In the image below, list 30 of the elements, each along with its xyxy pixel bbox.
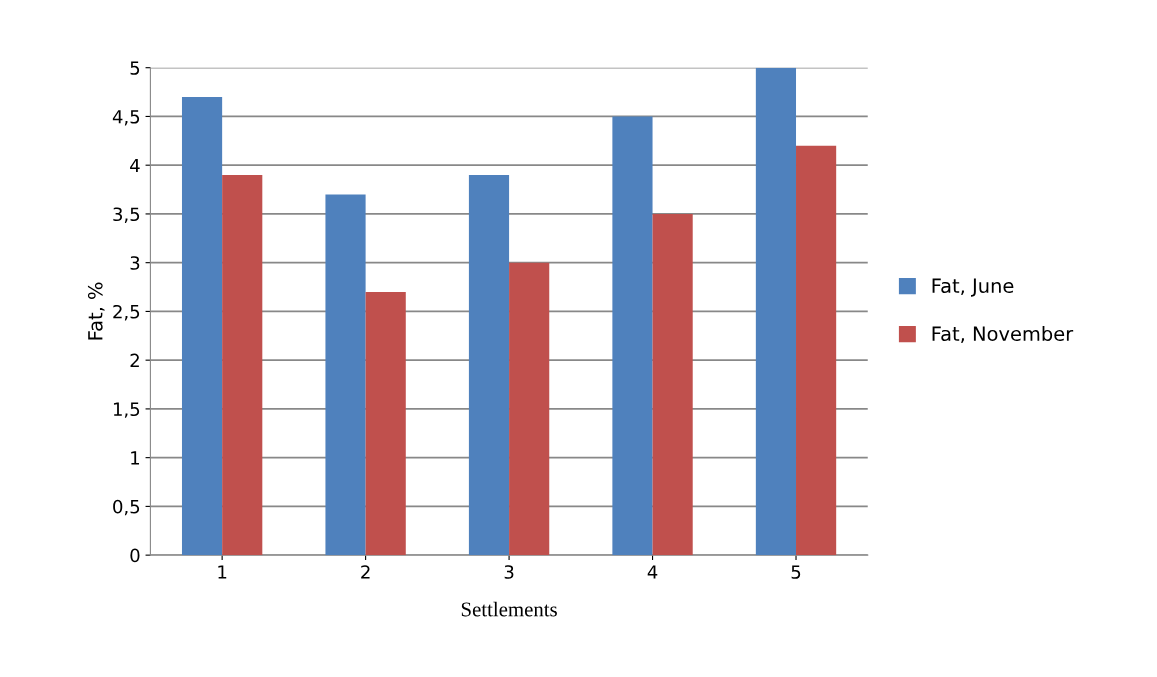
x-tick-label: 2: [361, 565, 370, 579]
bar: [365, 291, 406, 556]
x-tick-label: 1: [218, 565, 227, 579]
bar: [509, 262, 550, 556]
y-tick-label: 0,5: [113, 499, 140, 516]
y-axis-title: Fat, %: [87, 282, 105, 340]
y-tick-label: 4,5: [112, 110, 140, 126]
y-tick-label: 5: [130, 61, 140, 75]
bar: [612, 116, 653, 556]
bar: [222, 174, 263, 556]
y-tick-label: 1,5: [113, 402, 140, 418]
y-tick-label: 3: [130, 256, 140, 270]
y-tick-label: 2,5: [113, 304, 140, 321]
bar: [325, 194, 366, 556]
bar: [181, 96, 223, 556]
y-tick-label: 3,5: [113, 207, 140, 223]
legend-label: Fat, November: [932, 326, 1074, 344]
legend-label: Fat, June: [932, 278, 1014, 297]
bar: [755, 67, 797, 556]
bar: [468, 174, 510, 556]
bar: [796, 145, 837, 556]
y-tick-label: 4: [130, 158, 140, 173]
x-axis-title: Settlements: [461, 601, 557, 617]
x-tick-label: 5: [791, 565, 801, 579]
x-tick-label: 4: [647, 565, 658, 579]
y-tick-label: 0: [130, 548, 140, 563]
y-tick-label: 1: [131, 451, 140, 465]
y-tick-label: 2: [130, 353, 139, 368]
x-tick-label: 3: [504, 565, 514, 579]
bar: [652, 213, 693, 556]
